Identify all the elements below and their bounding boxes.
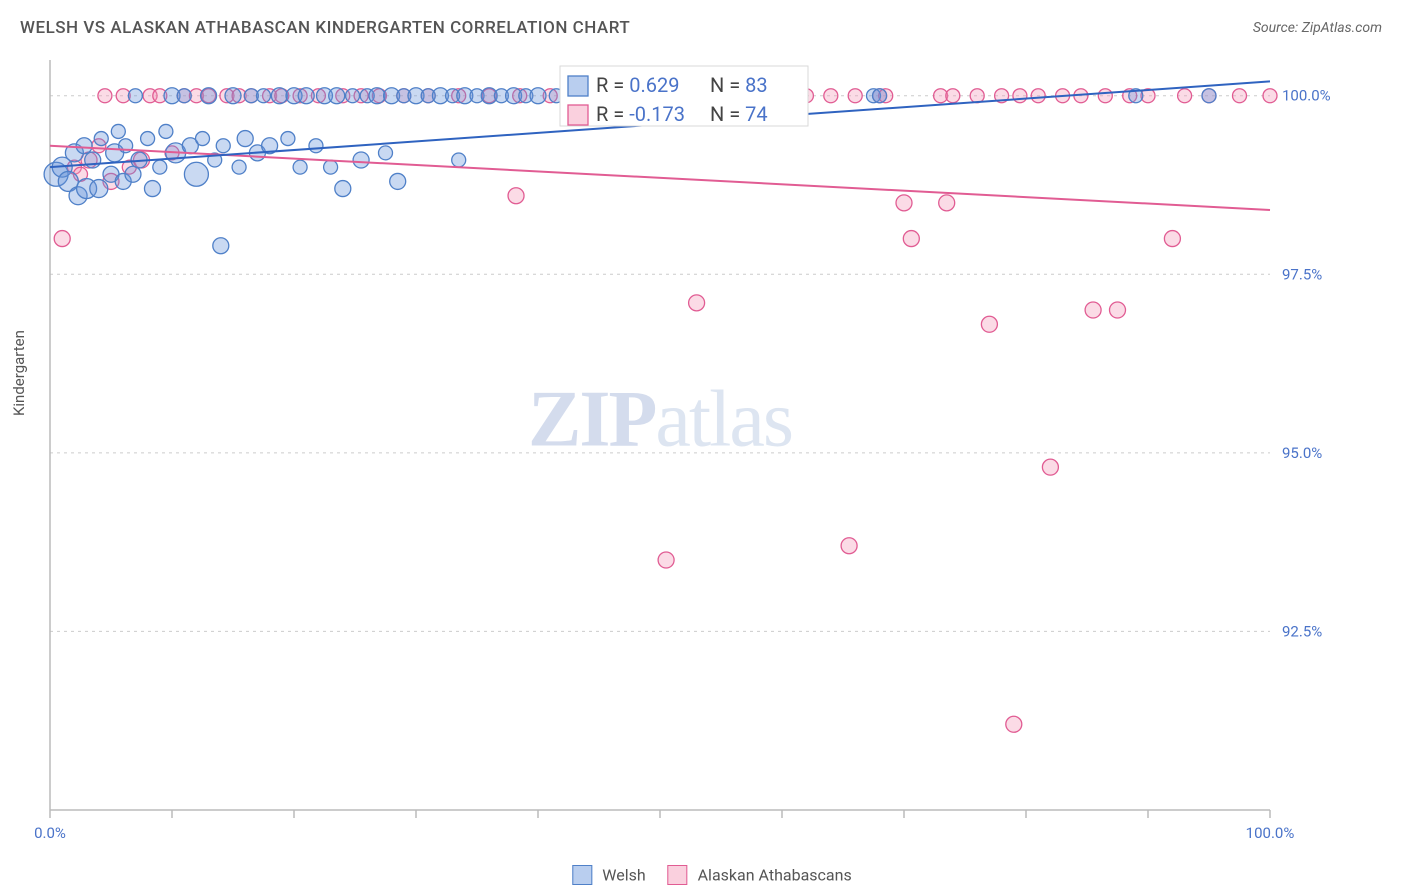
data-point-athabascan (824, 89, 838, 103)
stats-r: R = -0.173 (596, 102, 685, 126)
data-point-athabascan (1085, 302, 1101, 318)
data-point-welsh (298, 88, 314, 104)
stats-swatch (568, 105, 588, 125)
data-point-welsh (335, 181, 351, 197)
data-point-welsh (1202, 89, 1216, 103)
data-point-athabascan (1263, 89, 1277, 103)
data-point-welsh (271, 88, 287, 104)
y-tick-label: 100.0% (1282, 87, 1331, 105)
data-point-athabascan (981, 316, 997, 332)
data-point-welsh (85, 152, 101, 168)
data-point-welsh (873, 89, 887, 103)
data-point-welsh (213, 238, 229, 254)
data-point-welsh (111, 124, 125, 138)
data-point-welsh (530, 88, 546, 104)
data-point-welsh (153, 160, 167, 174)
data-point-welsh (329, 88, 345, 104)
y-tick-label: 97.5% (1282, 265, 1322, 283)
data-point-athabascan (1006, 716, 1022, 732)
data-point-welsh (369, 88, 385, 104)
data-point-welsh (346, 89, 360, 103)
data-point-welsh (196, 132, 210, 146)
data-point-welsh (452, 153, 466, 167)
data-point-welsh (232, 160, 246, 174)
data-point-athabascan (1098, 89, 1112, 103)
y-axis-label: Kindergarten (10, 330, 28, 416)
data-point-welsh (141, 132, 155, 146)
data-point-athabascan (1031, 89, 1045, 103)
data-point-athabascan (1110, 302, 1126, 318)
data-point-athabascan (946, 89, 960, 103)
data-point-athabascan (896, 195, 912, 211)
data-point-athabascan (1178, 89, 1192, 103)
data-point-athabascan (939, 195, 955, 211)
x-tick-label: 0.0% (34, 824, 66, 842)
data-point-welsh (281, 132, 295, 146)
stats-r: R = 0.629 (596, 73, 679, 97)
chart-svg: 92.5%95.0%97.5%100.0%0.0%100.0%R = 0.629… (50, 60, 1270, 810)
chart-frame: ZIPatlas 92.5%95.0%97.5%100.0%0.0%100.0%… (50, 60, 1270, 810)
data-point-welsh (216, 139, 230, 153)
data-point-welsh (94, 132, 108, 146)
data-point-athabascan (841, 538, 857, 554)
data-point-welsh (177, 89, 191, 103)
data-point-athabascan (508, 188, 524, 204)
data-point-welsh (379, 146, 393, 160)
data-point-welsh (90, 180, 108, 198)
data-point-welsh (76, 138, 92, 154)
data-point-welsh (293, 160, 307, 174)
data-point-welsh (353, 152, 369, 168)
data-point-welsh (324, 160, 338, 174)
stats-swatch (568, 76, 588, 96)
data-point-athabascan (1042, 459, 1058, 475)
legend-bottom: Welsh Alaskan Athabascans (554, 865, 851, 888)
data-point-athabascan (1164, 231, 1180, 247)
stats-n: N = 83 (710, 73, 768, 97)
legend-label-athabascan: Alaskan Athabascans (698, 866, 852, 885)
legend-swatch-welsh (572, 865, 592, 885)
data-point-welsh (390, 173, 406, 189)
data-point-welsh (159, 124, 173, 138)
data-point-welsh (184, 162, 208, 186)
data-point-athabascan (1233, 89, 1247, 103)
data-point-welsh (201, 88, 217, 104)
regression-line-athabascan (50, 146, 1270, 210)
data-point-welsh (309, 139, 323, 153)
data-point-athabascan (689, 295, 705, 311)
data-point-welsh (257, 89, 271, 103)
data-point-welsh (237, 131, 253, 147)
x-tick-label: 100.0% (1246, 824, 1295, 842)
data-point-athabascan (98, 89, 112, 103)
data-point-welsh (125, 166, 141, 182)
chart-title: WELSH VS ALASKAN ATHABASCAN KINDERGARTEN… (20, 18, 630, 38)
data-point-welsh (225, 88, 241, 104)
y-tick-label: 92.5% (1282, 622, 1322, 640)
data-point-welsh (144, 181, 160, 197)
stats-n: N = 74 (710, 102, 768, 126)
legend-swatch-athabascan (668, 865, 688, 885)
data-point-athabascan (54, 231, 70, 247)
data-point-welsh (128, 89, 142, 103)
y-tick-label: 95.0% (1282, 444, 1322, 462)
legend-label-welsh: Welsh (602, 866, 645, 885)
data-point-athabascan (658, 552, 674, 568)
data-point-athabascan (903, 231, 919, 247)
data-point-athabascan (1013, 89, 1027, 103)
source-text: Source: ZipAtlas.com (1253, 20, 1382, 36)
data-point-athabascan (848, 89, 862, 103)
data-point-athabascan (970, 89, 984, 103)
